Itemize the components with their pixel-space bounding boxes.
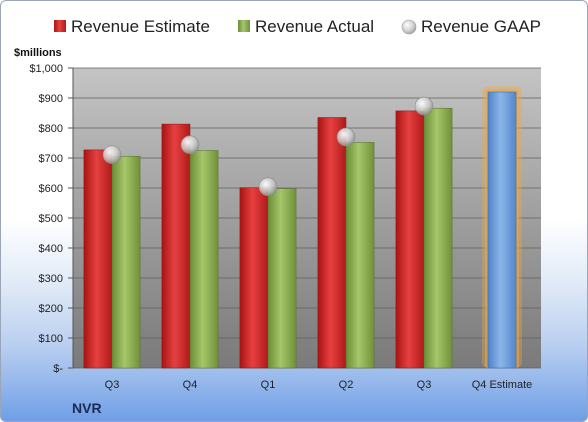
legend-label-revenue-gaap: Revenue GAAP [421,17,541,36]
legend-label-revenue-actual: Revenue Actual [255,17,374,36]
y-axis-unit-label: $millions [14,47,62,59]
y-axis-ticks: $- $100 $200 $300 $400 $500 $600 $700 $800 $900 $1… [29,63,74,375]
legend-item-revenue-gaap: Revenue GAAP [401,17,541,36]
bar-revenue-estimate-q4-1 [161,123,191,369]
bar-revenue-actual-q1-2 [267,188,297,369]
bar-revenue-estimate-q1-2 [239,187,269,369]
legend: Revenue Estimate Revenue Actual Revenue … [54,17,541,36]
x-tick-label-q4-1: Q4 [183,379,198,391]
legend-swatch-revenue-estimate [54,20,66,32]
x-axis-ticks: Q3 Q4 Q1 Q2 Q3 Q4 Estimate [105,379,533,391]
marker-revenue-gaap-q4-1 [180,135,200,155]
x-tick-label-q3-0: Q3 [105,379,120,391]
bar-revenue-actual-q2-3 [345,142,375,369]
y-tick-label: $1,000 [29,63,63,75]
bar-revenue-estimate-q3-0 [83,149,113,369]
legend-label-revenue-estimate: Revenue Estimate [71,17,210,36]
bar-revenue-actual-q3-0 [111,155,141,369]
y-tick-label: $200 [39,303,63,315]
bar-revenue-estimate-q4-estimate [487,91,517,369]
legend-item-revenue-estimate: Revenue Estimate [54,17,210,36]
bar-revenue-estimate-q2-3 [317,117,347,369]
gridlines [73,67,541,369]
y-tick-label: $400 [39,243,63,255]
y-tick-label: $900 [39,93,63,105]
y-tick-label: $600 [39,183,63,195]
marker-revenue-gaap-q2-3 [336,127,356,147]
y-tick-label: $- [53,363,63,375]
y-tick-label: $500 [39,213,63,225]
bars [83,86,523,369]
bar-revenue-actual-q4-1 [189,150,219,369]
company-label: NVR [72,400,102,416]
bar-revenue-estimate-q3-4 [395,110,425,369]
marker-revenue-gaap-q1-2 [258,177,278,197]
marker-revenue-gaap-q3-4 [414,96,434,116]
legend-item-revenue-actual: Revenue Actual [238,17,374,36]
gaap-markers [102,96,434,197]
y-tick-label: $100 [39,333,63,345]
marker-revenue-gaap-q3-0 [102,145,122,164]
legend-marker-revenue-gaap [401,19,417,35]
x-tick-label-q3-4: Q3 [417,379,432,391]
x-tick-label-q2-3: Q2 [339,379,354,391]
x-tick-label-q1-2: Q1 [261,379,276,391]
y-tick-label: $800 [39,123,63,135]
bar-revenue-actual-q3-4 [423,107,453,369]
y-tick-label: $300 [39,273,63,285]
legend-swatch-revenue-actual [238,20,250,32]
x-tick-label-q4-estimate-5: Q4 Estimate [472,379,533,391]
y-tick-label: $700 [39,153,63,165]
